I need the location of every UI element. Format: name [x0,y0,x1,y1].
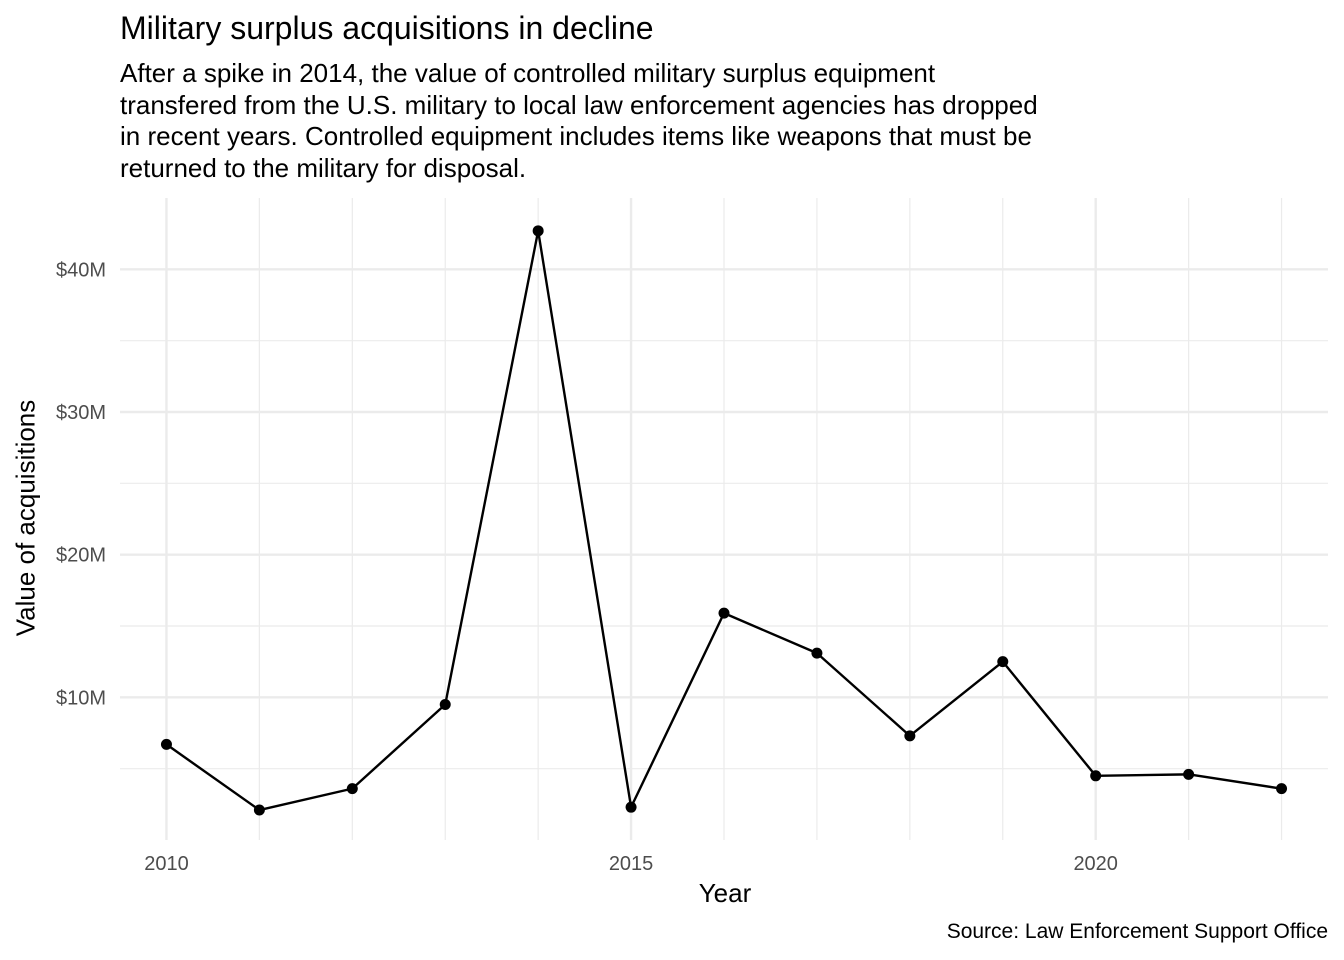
data-points [160,225,1288,816]
data-point [625,801,637,813]
data-point [1183,768,1195,780]
subtitle-line-4: returned to the military for disposal. [120,152,527,183]
data-point [160,738,172,750]
data-point [997,656,1009,668]
y-tick-label: $40M [56,259,106,281]
y-tick-label: $20M [56,545,106,567]
data-point [253,804,265,816]
data-point [439,698,451,710]
y-axis-title: Value of acquisitions [10,399,41,637]
minor-gridlines [120,198,1328,840]
subtitle-line-1: After a spike in 2014, the value of cont… [120,58,936,88]
chart-subtitle: After a spike in 2014, the value of cont… [120,58,1200,184]
subtitle-line-2: transfered from the U.S. military to loc… [120,89,1038,120]
data-point [1090,770,1102,782]
y-tick-labels: $10M $20M $30M $40M [56,259,106,709]
y-tick-label: $30M [56,402,106,424]
subtitle-line-3: in recent years. Controlled equipment in… [120,121,1032,151]
y-tick-label: $10M [56,687,106,709]
major-gridlines [120,198,1328,840]
x-axis-title: Year [698,878,752,908]
chart-title: Military surplus acquisitions in decline [120,10,654,46]
source-caption: Source: Law Enforcement Support Office [946,920,1328,943]
x-tick-label: 2015 [609,853,654,875]
data-point [1276,783,1288,795]
x-tick-label: 2010 [144,853,189,875]
data-point [904,730,916,742]
data-point [346,783,358,795]
data-point [532,225,544,237]
data-point [718,607,730,619]
data-point [811,647,823,659]
x-tick-labels: 2010 2015 2020 [144,853,1118,875]
x-tick-label: 2020 [1073,853,1118,875]
